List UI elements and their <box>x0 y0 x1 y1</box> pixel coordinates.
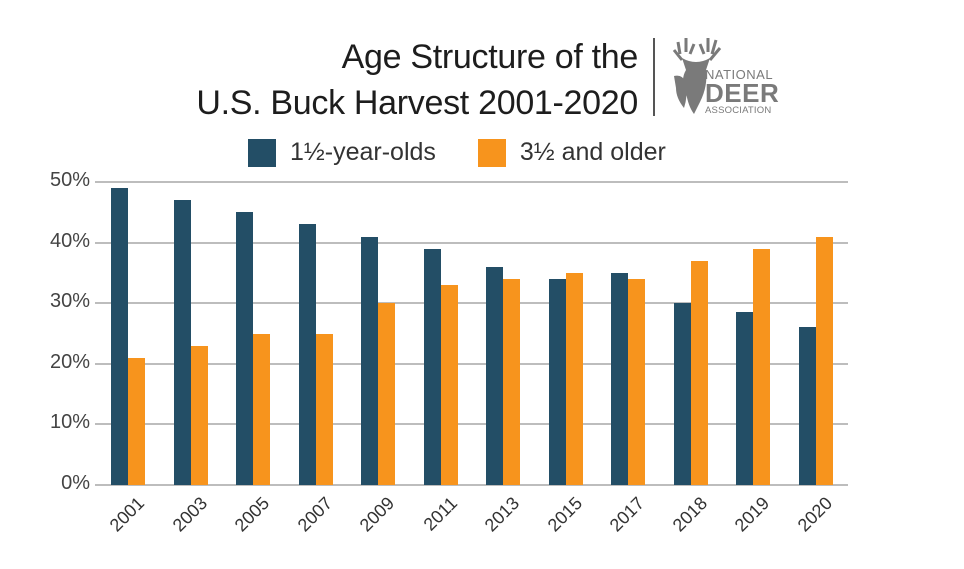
logo-national: NATIONAL <box>705 67 774 82</box>
gridline <box>95 362 848 365</box>
deer-head-icon <box>672 38 722 114</box>
y-tick-label: 10% <box>49 411 90 434</box>
legend-swatch-older <box>477 138 506 167</box>
gridline <box>95 423 848 426</box>
x-tick-label: 2011 <box>419 493 461 535</box>
legend-label-yearlings: 1½-year-olds <box>290 138 436 166</box>
bar-older-2017 <box>628 278 645 485</box>
bar-yearlings-2019 <box>736 312 753 485</box>
bar-older-2011 <box>440 285 458 485</box>
bar-yearlings-2003 <box>173 200 191 485</box>
x-tick-label: 2018 <box>668 493 711 536</box>
y-tick-label: 0% <box>61 472 90 494</box>
bar-yearlings-2007 <box>298 224 316 485</box>
bar-yearlings-2013 <box>486 266 503 485</box>
bar-older-2007 <box>315 333 333 485</box>
bar-yearlings-2020 <box>798 327 816 485</box>
legend-item-yearlings: 1½-year-olds <box>248 138 436 167</box>
title-line-1: Age Structure of the <box>341 38 639 76</box>
legend-swatch-yearlings <box>248 138 276 167</box>
x-tick-label: 2019 <box>730 493 774 536</box>
legend-label-older: 3½ and older <box>519 138 666 166</box>
x-tick-label: 2013 <box>480 493 524 536</box>
y-tick-label: 50% <box>49 169 90 191</box>
gridline <box>95 181 848 183</box>
bar-yearlings-2018 <box>673 303 691 485</box>
bar-older-2005 <box>253 333 270 485</box>
x-tick-label: 2009 <box>355 493 399 536</box>
bar-yearlings-2001 <box>111 188 128 485</box>
title-line-2: U.S. Buck Harvest 2001-2020 <box>196 84 638 122</box>
x-tick-label: 2007 <box>293 493 336 536</box>
logo-deer: DEER <box>705 78 780 108</box>
bar-yearlings-2005 <box>236 212 253 485</box>
legend-item-older: 3½ and older <box>477 138 666 167</box>
bar-older-2018 <box>690 260 708 485</box>
bar-older-2015 <box>565 272 583 485</box>
bar-older-2019 <box>753 248 770 485</box>
x-tick-label: 2020 <box>793 493 836 536</box>
title-divider <box>653 38 655 116</box>
bar-older-2001 <box>128 357 145 485</box>
bar-older-2020 <box>815 236 833 485</box>
x-tick-label: 2015 <box>543 493 586 536</box>
logo-association: ASSOCIATION <box>705 105 772 116</box>
bar-yearlings-2011 <box>423 248 441 485</box>
x-tick-label: 2001 <box>105 493 149 536</box>
x-tick-label: 2005 <box>230 493 274 536</box>
x-tick-label: 2017 <box>605 493 649 536</box>
gridline <box>95 302 848 305</box>
bar-yearlings-2009 <box>361 236 378 485</box>
chart-title: Age Structure of the U.S. Buck Harvest 2… <box>196 34 638 126</box>
y-tick-label: 30% <box>49 290 90 313</box>
bar-yearlings-2017 <box>611 272 628 485</box>
chart-legend: 1½-year-olds 3½ and older <box>248 138 708 167</box>
y-tick-label: 40% <box>49 229 90 252</box>
bar-older-2013 <box>503 278 520 485</box>
x-tick-label: 2003 <box>168 493 211 536</box>
bar-older-2003 <box>190 345 208 485</box>
bar-older-2009 <box>378 303 395 485</box>
bar-yearlings-2015 <box>548 278 566 485</box>
y-tick-label: 20% <box>49 350 90 373</box>
gridline <box>95 484 848 486</box>
gridline <box>95 241 848 244</box>
